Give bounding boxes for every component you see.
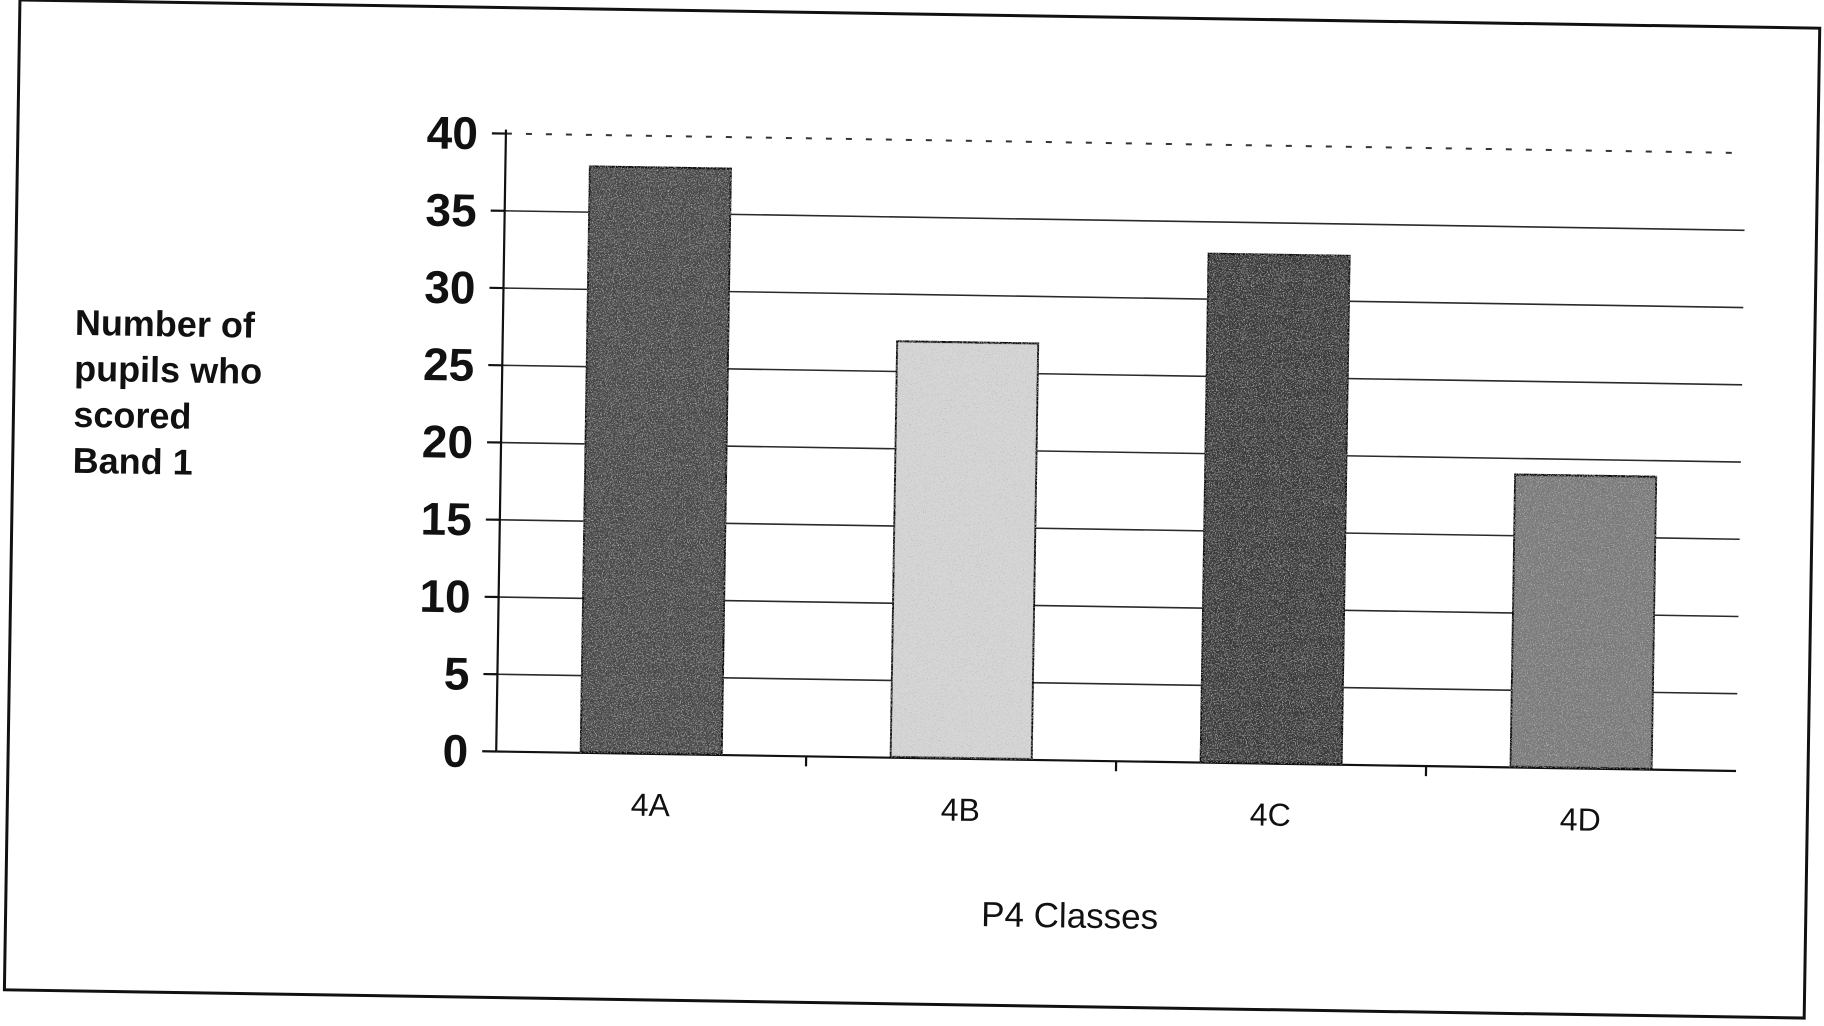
y-axis-line	[495, 129, 508, 752]
y-tick-label: 0	[442, 725, 468, 777]
y-axis-title: Number ofpupils whoscoredBand 1	[72, 302, 263, 484]
y-axis-title-line: Band 1	[72, 440, 193, 483]
y-tick-label: 35	[425, 184, 477, 237]
y-tick-label: 10	[419, 570, 471, 623]
bar-4a	[578, 164, 734, 757]
y-tick-label: 40	[426, 106, 478, 159]
bars	[578, 164, 1659, 772]
x-tick-labels: 4A 4B 4C 4D	[631, 756, 1601, 838]
y-tick-label: 5	[443, 647, 469, 699]
x-tick-label: 4A	[631, 787, 671, 824]
x-tick-label: 4B	[940, 791, 980, 828]
y-axis-title-line: pupils who	[74, 348, 263, 392]
x-axis-title: P4 Classes	[981, 895, 1159, 937]
gridline	[505, 132, 1746, 155]
y-tick-label: 30	[424, 261, 476, 314]
y-tick-labels: 0 5 10 15 20 25 30 35 40	[419, 106, 506, 777]
y-axis-title-line: Number of	[75, 302, 257, 346]
bar-4d	[1508, 472, 1659, 772]
bar-4b	[888, 338, 1041, 762]
y-tick-label: 25	[423, 338, 475, 391]
y-axis-title-line: scored	[73, 394, 192, 437]
y-tick-label: 15	[420, 493, 472, 546]
bar-4c	[1198, 250, 1353, 767]
x-tick-label: 4C	[1250, 796, 1291, 833]
y-tick-label: 20	[421, 415, 473, 468]
x-tick-label: 4D	[1560, 801, 1601, 838]
